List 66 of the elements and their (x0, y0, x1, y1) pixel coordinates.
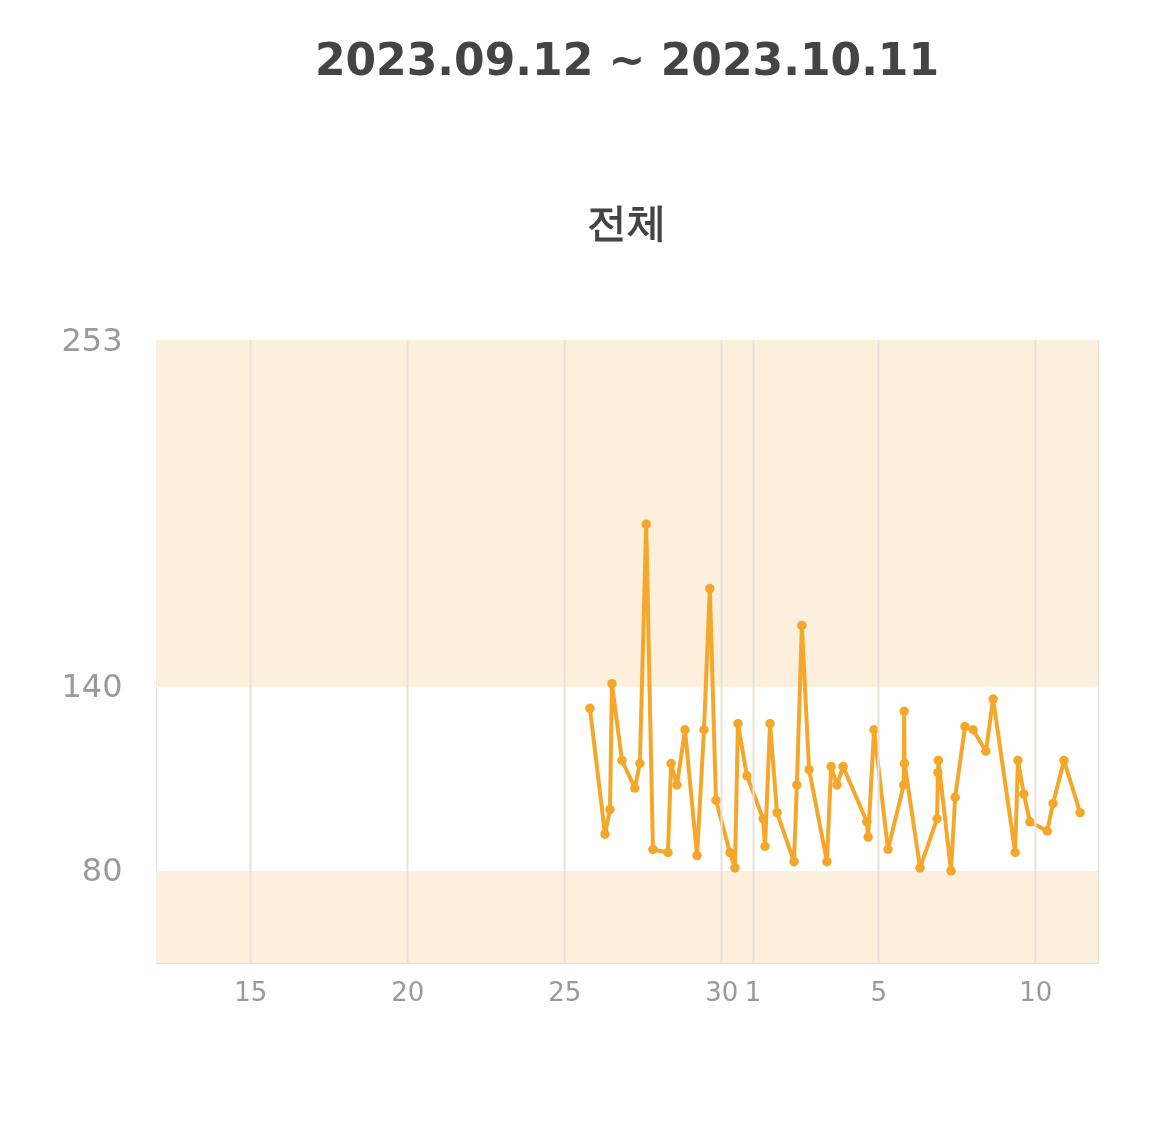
x-tick-label: 30 (705, 976, 739, 1007)
point (692, 850, 702, 861)
point (635, 758, 645, 769)
point (899, 758, 910, 769)
point (1019, 789, 1029, 799)
point (789, 856, 799, 867)
point (663, 847, 673, 858)
point (711, 795, 721, 806)
point (607, 678, 617, 689)
point (1048, 798, 1058, 809)
point (968, 725, 978, 735)
point (946, 866, 956, 876)
point (1010, 847, 1020, 858)
point (666, 758, 676, 769)
point (1025, 817, 1035, 827)
point (863, 832, 873, 842)
point (933, 755, 944, 766)
point (600, 829, 610, 839)
y-tick-label: 253 (61, 320, 123, 359)
point (680, 725, 690, 735)
point (933, 767, 943, 778)
point (705, 583, 715, 594)
point (585, 703, 595, 714)
point (822, 856, 832, 867)
point (804, 764, 814, 775)
point (915, 863, 925, 873)
point (832, 780, 842, 790)
point (869, 725, 879, 735)
point (883, 844, 893, 855)
x-tick-label: 1 (744, 976, 762, 1007)
point (617, 755, 627, 766)
point (1013, 755, 1023, 766)
x-tick-label: 15 (234, 976, 268, 1007)
point (826, 761, 836, 772)
point (792, 780, 802, 790)
point (988, 694, 998, 704)
point (742, 771, 752, 781)
point (730, 863, 740, 873)
point (932, 814, 942, 824)
point (760, 841, 770, 852)
point (630, 783, 640, 793)
chart-title: 2023.09.12 ~ 2023.10.11 (314, 34, 940, 85)
point (765, 718, 775, 729)
x-tick-label: 5 (870, 976, 887, 1007)
point (772, 807, 782, 818)
point (605, 804, 615, 815)
x-tick-label: 20 (391, 976, 425, 1007)
point (862, 817, 872, 827)
point (1042, 826, 1052, 836)
point (981, 746, 991, 756)
y-tick-label: 140 (61, 667, 123, 706)
point (733, 718, 743, 729)
point (950, 792, 960, 803)
point (648, 844, 658, 855)
x-tick-label: 10 (1019, 976, 1053, 1007)
x-tick-label: 25 (548, 976, 582, 1007)
point (960, 721, 970, 732)
point (672, 780, 682, 790)
point (797, 620, 807, 631)
point (641, 519, 651, 529)
point (699, 725, 709, 735)
point (1075, 807, 1085, 818)
point (725, 847, 735, 858)
y-tick-label: 80 (81, 851, 123, 890)
chart-subtitle: 전체 (587, 199, 667, 245)
point (899, 706, 909, 717)
